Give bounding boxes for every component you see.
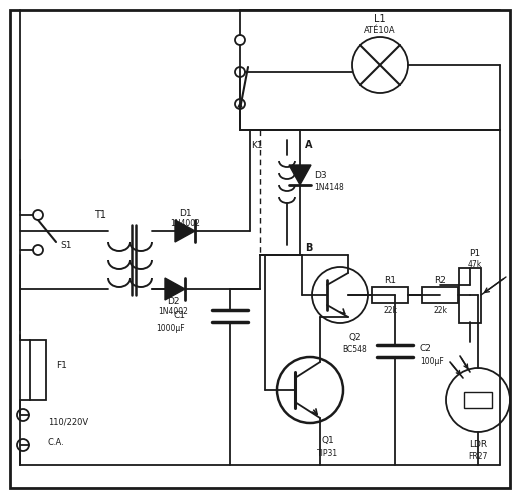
Bar — [464, 392, 492, 408]
Text: C1: C1 — [173, 310, 185, 320]
Text: K1: K1 — [251, 140, 263, 149]
Text: C.A.: C.A. — [48, 438, 65, 447]
Polygon shape — [289, 165, 311, 185]
Text: 1N4002: 1N4002 — [170, 219, 200, 228]
Bar — [422, 287, 458, 303]
Text: L1: L1 — [374, 14, 386, 24]
Text: 100μF: 100μF — [420, 357, 444, 366]
Text: 47k: 47k — [468, 259, 482, 268]
Text: Q1: Q1 — [322, 435, 334, 445]
Text: LDR: LDR — [469, 440, 487, 449]
Text: TIP31: TIP31 — [317, 449, 339, 458]
Text: 1000μF: 1000μF — [157, 324, 185, 333]
Text: S1: S1 — [60, 241, 72, 249]
Text: R1: R1 — [384, 275, 396, 284]
Text: FR27: FR27 — [469, 452, 488, 461]
Text: 1N4002: 1N4002 — [158, 306, 188, 316]
Text: P1: P1 — [470, 249, 480, 257]
Polygon shape — [175, 220, 195, 242]
Text: D3: D3 — [314, 170, 327, 179]
Text: A: A — [305, 140, 313, 150]
Bar — [30, 340, 46, 400]
Text: Q2: Q2 — [349, 333, 361, 342]
Text: T1: T1 — [94, 210, 106, 220]
Polygon shape — [165, 278, 185, 300]
Text: 1N4148: 1N4148 — [314, 182, 344, 192]
Text: 22k: 22k — [383, 305, 397, 315]
Bar — [372, 287, 408, 303]
Text: 110/220V: 110/220V — [48, 417, 88, 426]
Bar — [459, 268, 481, 323]
Text: F1: F1 — [56, 361, 67, 370]
Text: B: B — [305, 243, 313, 253]
Text: BC548: BC548 — [343, 345, 367, 354]
Text: 22k: 22k — [433, 305, 447, 315]
Text: ATÉ10A: ATÉ10A — [364, 25, 396, 34]
Text: D2: D2 — [167, 296, 179, 305]
Text: C2: C2 — [420, 344, 432, 353]
Text: D1: D1 — [179, 209, 191, 218]
Text: R2: R2 — [434, 275, 446, 284]
